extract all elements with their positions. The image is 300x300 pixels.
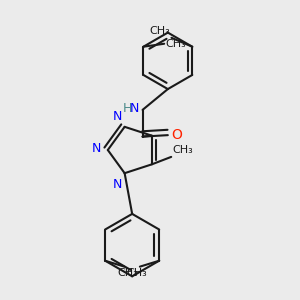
Text: CH₃: CH₃ [126, 268, 147, 278]
Text: N: N [130, 102, 140, 115]
Text: N: N [112, 178, 122, 190]
Text: N: N [92, 142, 101, 155]
Text: CH₃: CH₃ [166, 39, 186, 49]
Text: CH₃: CH₃ [173, 146, 194, 155]
Text: CH₃: CH₃ [149, 26, 170, 36]
Text: H: H [123, 102, 132, 115]
Text: CH₃: CH₃ [118, 268, 138, 278]
Text: O: O [171, 128, 182, 142]
Text: N: N [112, 110, 122, 123]
